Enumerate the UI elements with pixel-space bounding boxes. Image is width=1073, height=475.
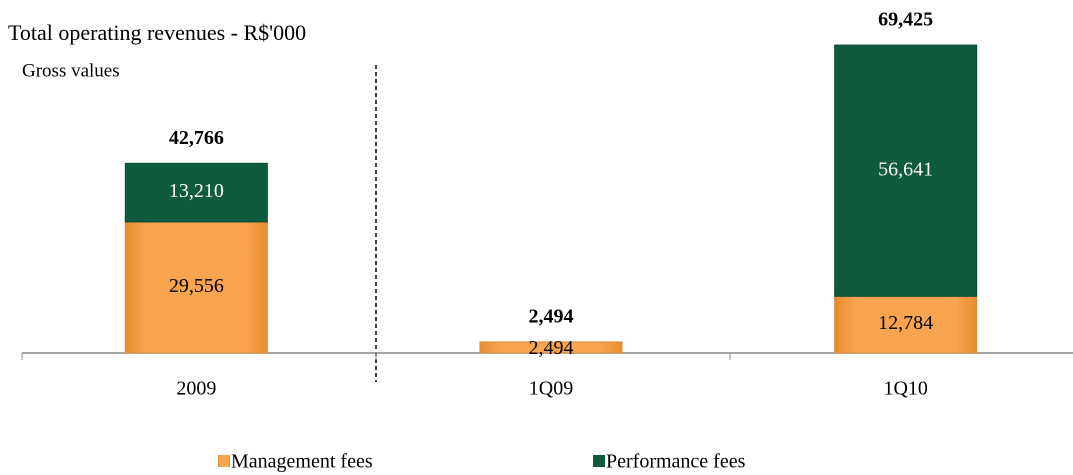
data-label: 56,641 <box>878 158 933 180</box>
chart-title: Total operating revenues - R$'000 <box>8 20 306 45</box>
bar-segment <box>124 221 268 354</box>
legend-label: Performance fees <box>606 451 746 473</box>
bar-segment <box>834 44 978 297</box>
chart-subtitle: Gross values <box>22 60 120 81</box>
data-label: 29,556 <box>169 275 224 297</box>
x-tick-label: 1Q09 <box>529 378 573 400</box>
total-label: 2,494 <box>529 306 574 328</box>
bar-segment <box>479 341 623 354</box>
data-label: 12,784 <box>878 312 933 334</box>
x-tick-label: 2009 <box>176 378 216 400</box>
total-label: 42,766 <box>169 127 224 149</box>
legend-swatch <box>593 455 605 467</box>
legend-swatch <box>218 455 230 467</box>
x-tick-label: 1Q10 <box>883 378 927 400</box>
total-label: 69,425 <box>878 9 933 31</box>
data-label: 2,494 <box>529 337 574 359</box>
data-label: 13,210 <box>169 180 224 202</box>
legend-label: Management fees <box>231 451 373 473</box>
bar-segment <box>834 295 978 354</box>
bar-segment <box>124 162 268 223</box>
